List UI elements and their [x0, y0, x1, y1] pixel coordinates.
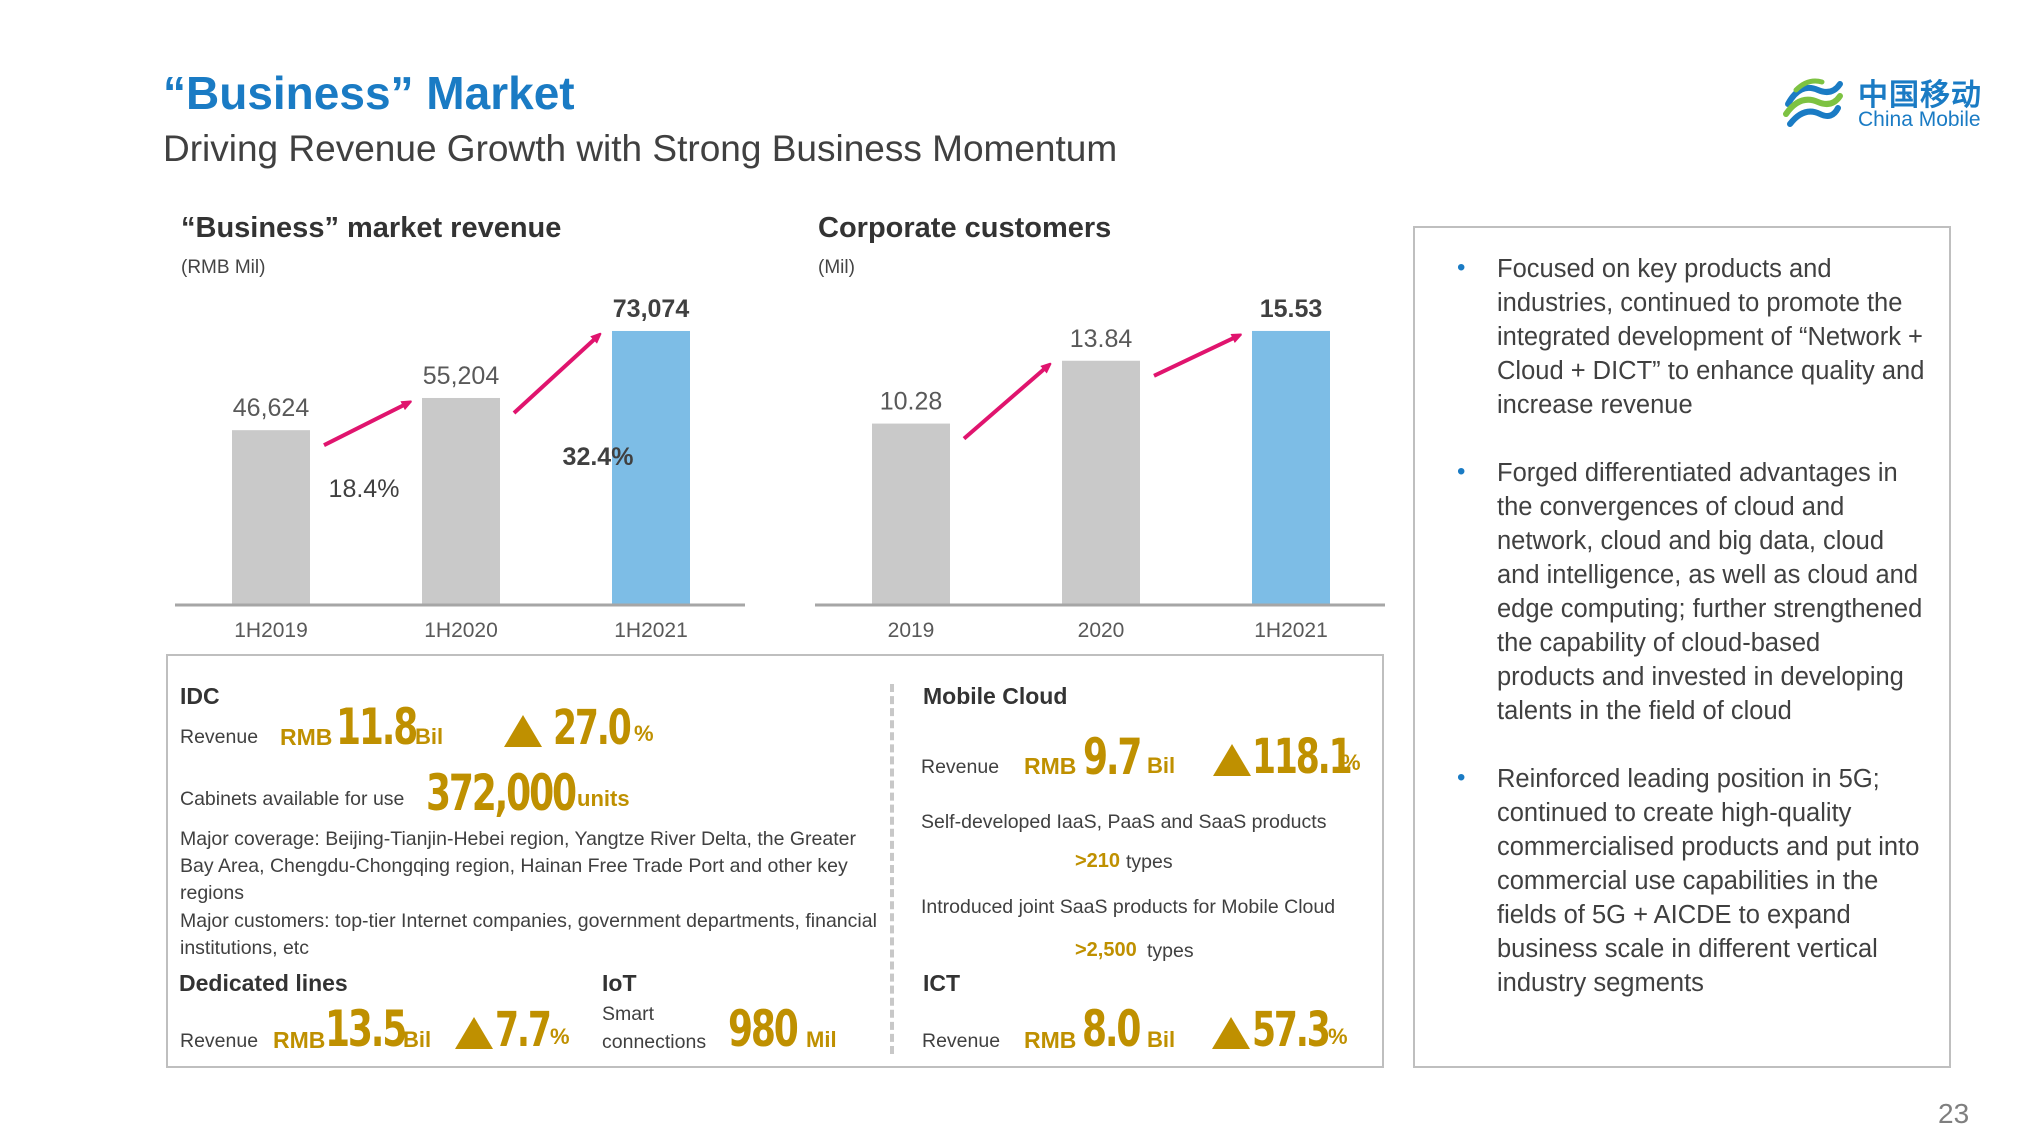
highlight-item: • Focused on key products and industries,…: [1437, 252, 1925, 422]
dedicated-heading: Dedicated lines: [179, 970, 348, 996]
customers-growth-arrow: [1153, 336, 1238, 378]
customers-value-label: 15.53: [1260, 295, 1323, 323]
revenue-bar-1H2019: [232, 430, 310, 605]
mobile-cloud-heading: Mobile Cloud: [923, 683, 1068, 709]
customers-growth-arrow: [962, 366, 1048, 441]
logo-english-text: China Mobile: [1858, 108, 1981, 131]
highlights-panel: • Focused on key products and industries,…: [1413, 226, 1951, 1068]
customers-bar-2020: [1062, 360, 1140, 605]
bullet-dot-icon: •: [1457, 458, 1466, 485]
ict-growth-pct: %: [1328, 1024, 1348, 1049]
dedicated-rmb: RMB: [273, 1027, 326, 1053]
chart1-title: “Business” market revenue: [181, 212, 562, 244]
revenue-growth-arrow: [323, 403, 408, 447]
revenue-category-label: 1H2021: [614, 619, 688, 642]
mobile-cloud-products-label: Self-developed IaaS, PaaS and SaaS produ…: [921, 811, 1327, 833]
mobile-cloud-growth-up-icon: [1213, 744, 1251, 776]
china-mobile-logo: 中国移动 China Mobile: [1778, 68, 1988, 138]
customers-bar-chart: 10.28 2019 13.84 2020 15.53 1H2021: [815, 295, 1385, 642]
mobile-cloud-growth-pct: %: [1341, 750, 1361, 775]
customers-bar-1H2021: [1252, 330, 1330, 605]
revenue-value-label: 73,074: [613, 295, 690, 323]
customers-category-label: 2020: [1078, 619, 1125, 642]
customers-category-label: 1H2021: [1254, 619, 1328, 642]
revenue-growth-label: 18.4%: [329, 475, 400, 503]
mobile-cloud-revenue-unit: Bil: [1147, 753, 1176, 778]
mobile-cloud-revenue-value: 9.7: [1083, 728, 1142, 786]
mobile-cloud-saas-label: Introduced joint SaaS products for Mobil…: [921, 896, 1336, 918]
china-mobile-logo-icon: [1783, 78, 1843, 127]
dedicated-growth-up-icon: [455, 1017, 493, 1049]
idc-cabinets-unit: units: [577, 786, 630, 811]
idc-revenue-value: 11.8: [336, 698, 418, 756]
idc-revenue-label: Revenue: [180, 726, 259, 748]
mobile-cloud-saas-value: >2,500: [1075, 939, 1137, 961]
ict-growth-value: 57.3: [1252, 1002, 1331, 1058]
chart2-title: Corporate customers: [818, 212, 1112, 244]
page-title: “Business” Market: [163, 67, 575, 119]
ict-revenue-unit: Bil: [1147, 1027, 1176, 1052]
kpi-panel: [166, 654, 1384, 1068]
dedicated-revenue-label: Revenue: [180, 1030, 259, 1052]
idc-growth-pct: %: [634, 721, 654, 746]
revenue-growth-arrow: [512, 336, 598, 415]
mobile-cloud-products-unit: types: [1126, 851, 1173, 873]
bullet-dot-icon: •: [1457, 764, 1466, 791]
mobile-cloud-growth-value: 118.1: [1252, 729, 1353, 785]
customers-value-label: 13.84: [1070, 325, 1133, 353]
revenue-value-label: 46,624: [233, 394, 310, 422]
idc-revenue-unit: Bil: [415, 724, 444, 749]
revenue-bar-1H2021: [612, 330, 690, 605]
idc-growth-value: 27.0: [553, 700, 632, 756]
iot-heading: IoT: [602, 970, 637, 996]
dedicated-growth-pct: %: [550, 1024, 570, 1049]
highlight-item: • Forged differentiated advantages in the…: [1437, 456, 1925, 728]
customers-bar-2019: [872, 423, 950, 605]
ict-revenue-label: Revenue: [922, 1030, 1001, 1052]
idc-cabinets-value: 372,000: [426, 764, 577, 822]
revenue-bar-1H2020: [422, 397, 500, 605]
customers-category-label: 2019: [888, 619, 935, 642]
dedicated-growth-value: 7.7: [495, 1002, 552, 1058]
revenue-category-label: 1H2019: [234, 619, 308, 642]
bullet-dot-icon: •: [1457, 254, 1466, 281]
revenue-category-label: 1H2020: [424, 619, 498, 642]
revenue-growth-label: 32.4%: [563, 443, 634, 471]
highlight-item: • Reinforced leading position in 5G; cont…: [1437, 762, 1925, 1000]
idc-cabinets-label: Cabinets available for use: [180, 788, 405, 810]
revenue-bar-chart: 46,624 1H2019 55,204 1H2020 73,074 1H2021 18.4…: [175, 295, 745, 642]
idc-rmb: RMB: [280, 724, 333, 750]
kpi-divider: [890, 684, 894, 1054]
ict-growth-up-icon: [1212, 1017, 1250, 1049]
iot-unit: Mil: [806, 1027, 837, 1052]
mobile-cloud-revenue-label: Revenue: [921, 756, 1000, 778]
idc-growth-up-icon: [504, 715, 542, 747]
mobile-cloud-rmb: RMB: [1024, 753, 1077, 779]
page-subtitle: Driving Revenue Growth with Strong Busin…: [163, 128, 1118, 169]
chart2-unit: (Mil): [818, 257, 855, 278]
mobile-cloud-products-value: >210: [1075, 850, 1121, 872]
iot-label-line2: connections: [602, 1031, 707, 1053]
ict-rmb: RMB: [1024, 1027, 1077, 1053]
chart1-unit: (RMB Mil): [181, 257, 266, 278]
customers-value-label: 10.28: [880, 388, 943, 416]
mobile-cloud-saas-unit: types: [1147, 940, 1194, 962]
idc-customers-text: Major customers: top-tier Internet compa…: [180, 910, 877, 959]
idc-heading: IDC: [180, 683, 220, 709]
page-number: 23: [1938, 1098, 1970, 1129]
iot-label-line1: Smart: [602, 1003, 655, 1025]
ict-revenue-value: 8.0: [1082, 1000, 1141, 1058]
idc-coverage-text: Major coverage: Beijing-Tianjin-Hebei re…: [180, 828, 856, 904]
dedicated-revenue-value: 13.5: [325, 1000, 407, 1058]
logo-chinese-text: 中国移动: [1858, 79, 1982, 112]
ict-heading: ICT: [923, 970, 961, 996]
revenue-value-label: 55,204: [423, 362, 500, 390]
iot-value: 980: [728, 1000, 799, 1058]
dedicated-revenue-unit: Bil: [403, 1027, 432, 1052]
